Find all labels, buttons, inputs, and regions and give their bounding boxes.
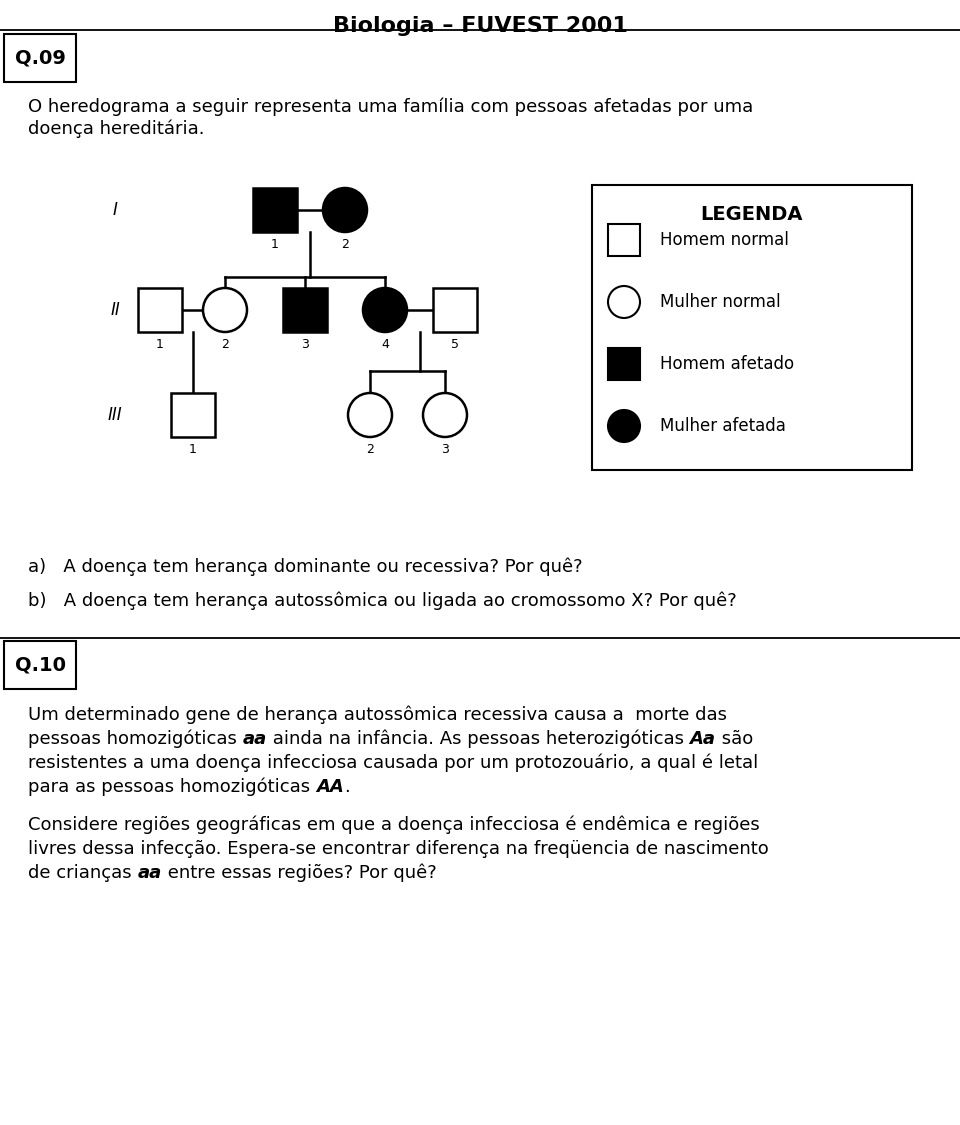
Circle shape xyxy=(608,286,640,318)
Text: são: são xyxy=(715,730,753,748)
Text: livres dessa infecção. Espera-se encontrar diferença na freqüencia de nascimento: livres dessa infecção. Espera-se encontr… xyxy=(28,840,769,858)
Text: resistentes a uma doença infecciosa causada por um protozouário, a qual é letal: resistentes a uma doença infecciosa caus… xyxy=(28,754,758,773)
Text: Considere regiões geográficas em que a doença infecciosa é endêmica e regiões: Considere regiões geográficas em que a d… xyxy=(28,816,759,835)
Text: 3: 3 xyxy=(301,338,309,351)
Text: 2: 2 xyxy=(221,338,228,351)
Text: aa: aa xyxy=(137,864,161,882)
Text: 3: 3 xyxy=(441,443,449,456)
Bar xyxy=(171,393,214,437)
Text: Q.09: Q.09 xyxy=(14,48,65,68)
Bar xyxy=(138,288,182,332)
Circle shape xyxy=(608,410,640,442)
Bar xyxy=(4,641,76,688)
Text: AA: AA xyxy=(316,778,344,796)
Text: O heredograma a seguir representa uma família com pessoas afetadas por uma: O heredograma a seguir representa uma fa… xyxy=(28,97,754,116)
Text: I: I xyxy=(112,201,117,219)
Bar xyxy=(4,34,76,82)
Text: LEGENDA: LEGENDA xyxy=(701,205,804,224)
Text: Biologia – FUVEST 2001: Biologia – FUVEST 2001 xyxy=(332,16,628,36)
Text: 2: 2 xyxy=(341,238,348,251)
Bar xyxy=(608,348,640,380)
Circle shape xyxy=(323,188,367,232)
Text: Q.10: Q.10 xyxy=(14,656,65,675)
Text: pessoas homozigóticas: pessoas homozigóticas xyxy=(28,730,243,748)
Circle shape xyxy=(348,393,392,437)
Text: aa: aa xyxy=(243,730,267,748)
Text: 5: 5 xyxy=(451,338,459,351)
Circle shape xyxy=(363,288,407,332)
Text: .: . xyxy=(344,778,349,796)
Text: 1: 1 xyxy=(271,238,279,251)
Text: a)   A doença tem herança dominante ou recessiva? Por quê?: a) A doença tem herança dominante ou rec… xyxy=(28,557,583,576)
Text: III: III xyxy=(108,406,122,424)
Text: Um determinado gene de herança autossômica recessiva causa a  morte das: Um determinado gene de herança autossômi… xyxy=(28,706,727,724)
Text: Mulher normal: Mulher normal xyxy=(660,292,780,310)
Text: b)   A doença tem herança autossômica ou ligada ao cromossomo X? Por quê?: b) A doença tem herança autossômica ou l… xyxy=(28,592,736,611)
Text: Homem normal: Homem normal xyxy=(660,231,789,249)
Bar xyxy=(433,288,477,332)
Text: para as pessoas homozigóticas: para as pessoas homozigóticas xyxy=(28,778,316,796)
Text: 1: 1 xyxy=(188,443,197,456)
Bar xyxy=(283,288,327,332)
Text: Homem afetado: Homem afetado xyxy=(660,356,794,374)
Circle shape xyxy=(203,288,247,332)
Text: Aa: Aa xyxy=(689,730,715,748)
Text: 1: 1 xyxy=(156,338,164,351)
Text: entre essas regiões? Por quê?: entre essas regiões? Por quê? xyxy=(161,864,437,882)
Bar xyxy=(253,188,297,232)
Bar xyxy=(608,224,640,256)
Text: ainda na infância. As pessoas heterozigóticas: ainda na infância. As pessoas heterozigó… xyxy=(267,730,689,748)
Bar xyxy=(592,184,912,470)
Circle shape xyxy=(423,393,467,437)
Text: Mulher afetada: Mulher afetada xyxy=(660,417,786,435)
Text: 4: 4 xyxy=(381,338,389,351)
Text: doença hereditária.: doença hereditária. xyxy=(28,119,204,137)
Text: 2: 2 xyxy=(366,443,374,456)
Text: II: II xyxy=(110,302,120,319)
Text: de crianças: de crianças xyxy=(28,864,137,882)
